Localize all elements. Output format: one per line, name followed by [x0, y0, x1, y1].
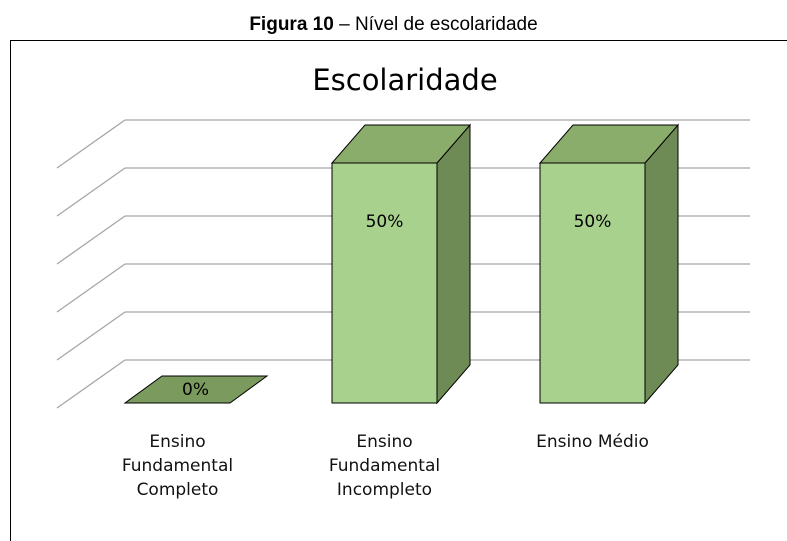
bar-top [330, 124, 472, 164]
x-tick-label: Ensino Médio [536, 432, 649, 452]
bar [123, 375, 269, 404]
page: Figura 10 – Nível de escolaridade Escola… [0, 14, 787, 541]
x-tick-label: Ensino Fundamental Incompleto [328, 432, 441, 500]
bar-side [644, 123, 679, 405]
grid-line-side [56, 119, 126, 169]
bar-side [436, 123, 471, 405]
grid-line-side [56, 167, 126, 217]
grid-line-side [56, 311, 126, 361]
value-label: 50% [574, 212, 612, 232]
value-label: 50% [366, 212, 404, 232]
caption-text: – Nível de escolaridade [339, 14, 538, 35]
bar [539, 162, 646, 404]
value-label: 0% [182, 380, 209, 400]
bar [331, 162, 438, 404]
x-tick-label: Ensino Fundamental Completo [121, 432, 234, 500]
chart-frame [10, 40, 787, 541]
caption-label: Figura 10 [249, 14, 334, 35]
chart-title: Escolaridade [312, 63, 497, 97]
grid-line-side [56, 215, 126, 265]
grid-line-side [56, 263, 126, 313]
chart: Escolaridade 0% 50% 50% [56, 63, 750, 409]
bar-top [538, 124, 680, 164]
caption: Figura 10 – Nível de escolaridade [0, 14, 787, 36]
grid-line-side [56, 359, 126, 409]
